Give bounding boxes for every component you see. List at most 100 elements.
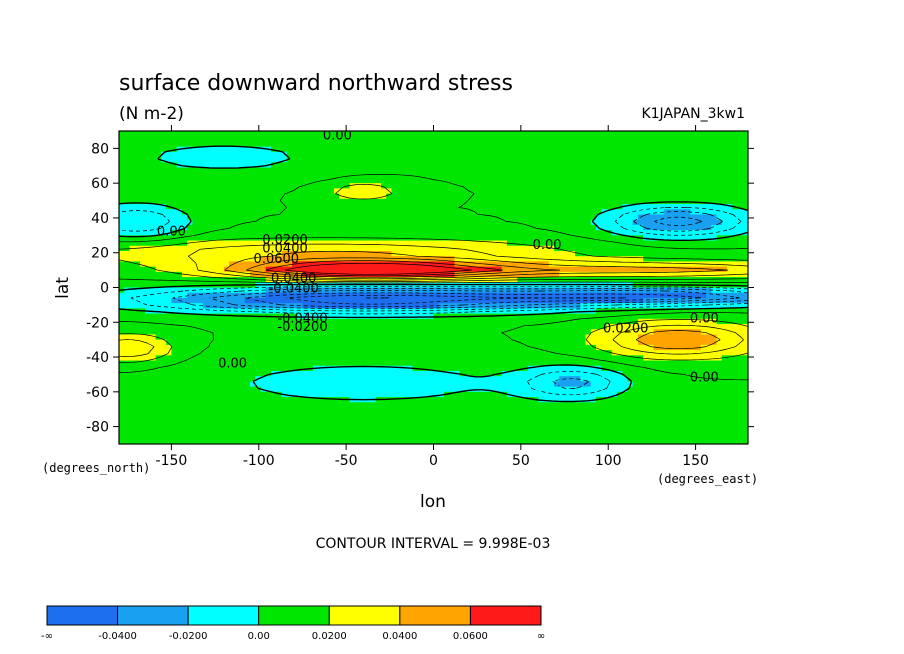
field-cell [564,177,571,184]
field-cell [674,324,681,330]
field-cell [328,209,335,216]
field-cell [664,240,670,247]
field-cell [386,230,393,236]
field-cell [166,256,173,263]
field-cell [685,167,691,174]
field-cell [449,303,456,309]
field-cell [585,198,592,205]
field-cell [223,172,230,179]
field-cell [732,198,739,205]
field-cell [386,193,393,200]
field-cell [302,235,309,242]
field-cell [585,245,592,252]
field-cell [407,240,414,247]
field-cell [423,344,429,351]
field-cell [454,214,461,221]
field-cell [197,313,204,320]
field-cell [428,334,435,341]
field-cell [339,240,345,247]
field-cell [674,141,681,148]
field-cell [412,167,419,174]
field-cell [742,183,748,189]
field-cell [664,209,670,216]
field-cell [365,240,372,247]
field-cell [124,230,131,236]
field-cell [501,146,508,153]
field-cell [580,157,587,163]
field-cell [706,334,712,341]
field-cell [239,324,246,330]
field-cell [454,256,461,263]
field-cell [208,214,214,221]
field-cell [323,214,330,221]
field-cell [360,136,366,143]
field-cell [281,141,288,148]
field-cell [470,308,477,315]
field-cell [690,303,697,309]
field-cell [695,188,702,195]
field-cell [208,344,214,351]
field-cell [616,271,623,278]
field-cell [595,339,602,346]
field-cell [250,324,256,330]
field-cell [213,292,220,299]
field-cell [250,292,256,299]
field-cell [480,162,487,169]
field-cell [569,219,576,226]
field-cell [181,313,188,320]
field-cell [354,297,361,304]
field-cell [307,308,314,315]
field-cell [396,219,403,226]
field-cell [265,287,272,294]
field-cell [360,297,366,304]
field-cell [218,162,225,169]
field-cell [685,261,691,268]
field-cell [323,188,330,195]
field-cell [737,141,744,148]
field-cell [255,266,262,273]
field-cell [197,308,204,315]
field-cell [307,224,314,231]
field-cell [354,334,361,341]
field-cell [674,235,681,242]
field-cell [391,230,398,236]
field-cell [595,136,602,143]
field-cell [475,141,482,148]
field-cell [616,136,623,143]
field-cell [575,324,581,330]
field-cell [464,250,471,257]
field-cell [742,339,748,346]
field-cell [585,157,592,163]
field-cell [312,318,319,325]
field-cell [197,235,204,242]
field-cell [538,209,545,216]
field-cell [443,177,450,184]
field-cell [407,318,414,325]
field-cell [349,324,356,330]
field-cell [192,261,199,268]
field-cell [192,214,199,221]
field-cell [569,177,576,184]
field-cell [176,204,183,210]
field-cell [522,131,529,137]
field-cell [742,162,748,169]
field-cell [522,136,529,143]
field-cell [187,250,193,257]
field-cell [297,183,304,189]
field-cell [391,198,398,205]
field-cell [632,324,639,330]
field-cell [527,308,534,315]
field-cell [711,198,718,205]
field-cell [548,193,555,200]
field-cell [690,188,697,195]
field-cell [685,146,691,153]
field-cell [564,198,571,205]
field-cell [512,209,518,216]
field-cell [407,198,414,205]
field-cell [575,209,581,216]
field-cell [585,131,592,137]
field-cell [695,318,702,325]
field-cell [134,292,141,299]
field-cell [475,198,482,205]
field-cell [318,224,325,231]
